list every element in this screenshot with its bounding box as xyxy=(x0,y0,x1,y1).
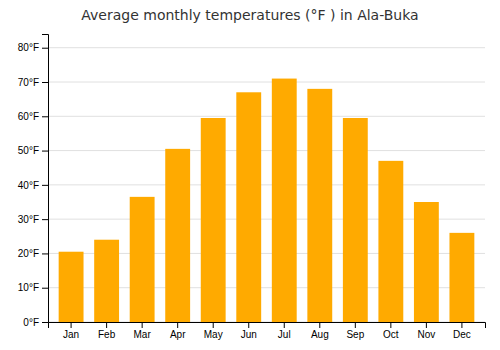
x-tick-label: Oct xyxy=(383,329,399,340)
x-tick-label: Jun xyxy=(241,329,257,340)
grid-line xyxy=(48,82,485,83)
x-tick-mark xyxy=(248,322,249,328)
y-axis-line xyxy=(42,35,49,323)
y-tick: 0°F xyxy=(23,317,48,328)
y-tick: 60°F xyxy=(18,111,48,122)
x-tick-mark xyxy=(319,322,320,328)
x-tick-label: Feb xyxy=(98,329,116,340)
x-tick-label: Mar xyxy=(134,329,152,340)
x-tick: Jun xyxy=(241,322,257,340)
bar xyxy=(414,202,439,322)
x-tick: Apr xyxy=(170,322,186,340)
y-axis: 0°F 10°F 20°F 30°F 40°F 50°F 60°F 70°F 80°F xyxy=(18,35,49,328)
x-tick: Feb xyxy=(98,322,116,340)
y-tick-label: 30°F xyxy=(18,214,39,225)
x-tick-mark xyxy=(355,322,356,328)
chart: Average monthly temperatures (°F ) in Al… xyxy=(0,0,500,350)
y-tick: 20°F xyxy=(18,248,48,259)
y-tick-label: 70°F xyxy=(18,77,39,88)
x-tick: Nov xyxy=(417,322,435,340)
bar xyxy=(449,233,474,322)
bar xyxy=(307,89,332,322)
x-tick: Oct xyxy=(383,322,399,340)
x-tick-label: Dec xyxy=(453,329,471,340)
x-tick-label: Jul xyxy=(278,329,291,340)
x-tick-mark xyxy=(71,322,72,328)
grid xyxy=(48,48,485,322)
x-tick-mark xyxy=(461,322,462,328)
y-tick-label: 50°F xyxy=(18,145,39,156)
x-tick: May xyxy=(204,322,223,340)
y-tick-label: 10°F xyxy=(18,282,39,293)
grid-line xyxy=(48,116,485,117)
y-tick-label: 40°F xyxy=(18,180,39,191)
bar xyxy=(165,149,190,322)
x-tick: Sep xyxy=(346,322,364,340)
x-tick-mark xyxy=(106,322,107,328)
x-axis: Jan Feb Mar Apr May Jun Jul Aug Sep Oct Nov Dec xyxy=(49,322,486,340)
y-tick: 50°F xyxy=(18,145,48,156)
y-tick-mark xyxy=(42,151,48,152)
x-tick-label: Nov xyxy=(417,329,435,340)
x-tick-mark xyxy=(213,322,214,328)
y-tick: 10°F xyxy=(18,282,48,293)
bar xyxy=(272,79,297,322)
title: Average monthly temperatures (°F ) in Al… xyxy=(81,7,418,23)
plot: 0°F 10°F 20°F 30°F 40°F 50°F 60°F 70°F 80°F Jan Fe… xyxy=(18,35,486,341)
y-tick-mark xyxy=(42,116,48,117)
grid-line xyxy=(48,47,485,48)
y-tick: 30°F xyxy=(18,214,48,225)
x-tick: Dec xyxy=(453,322,471,340)
y-tick-mark xyxy=(42,185,48,186)
x-tick-label: Jan xyxy=(63,329,79,340)
x-tick-mark xyxy=(142,322,143,328)
y-tick-label: 20°F xyxy=(18,248,39,259)
x-tick: Jan xyxy=(63,322,79,340)
bar xyxy=(236,92,261,322)
y-tick-mark xyxy=(42,82,48,83)
y-tick-mark xyxy=(42,322,48,323)
y-tick: 70°F xyxy=(18,77,48,88)
bar xyxy=(94,240,119,322)
x-tick: Jul xyxy=(278,322,291,340)
y-tick-label: 0°F xyxy=(23,317,39,328)
y-tick-mark xyxy=(42,253,48,254)
x-tick: Mar xyxy=(134,322,152,340)
x-tick-label: May xyxy=(204,329,223,340)
x-tick-label: Sep xyxy=(346,329,364,340)
y-tick-mark xyxy=(42,48,48,49)
y-tick-label: 80°F xyxy=(18,42,39,53)
x-axis-line xyxy=(49,323,486,329)
y-tick-mark xyxy=(42,219,48,220)
x-tick-mark xyxy=(390,322,391,328)
bars xyxy=(59,79,475,322)
x-tick-label: Aug xyxy=(311,329,329,340)
bar xyxy=(201,118,226,322)
x-tick-mark xyxy=(284,322,285,328)
y-tick-label: 60°F xyxy=(18,111,39,122)
bar xyxy=(343,118,368,322)
bar xyxy=(130,197,155,322)
x-tick: Aug xyxy=(311,322,329,340)
x-tick-mark xyxy=(177,322,178,328)
bar xyxy=(59,252,84,322)
y-tick: 80°F xyxy=(18,42,48,53)
x-tick-label: Apr xyxy=(170,329,186,340)
bar xyxy=(378,161,403,322)
grid-line xyxy=(48,184,485,185)
y-tick: 40°F xyxy=(18,180,48,191)
grid-line xyxy=(48,150,485,151)
x-tick-mark xyxy=(426,322,427,328)
y-tick-mark xyxy=(42,288,48,289)
